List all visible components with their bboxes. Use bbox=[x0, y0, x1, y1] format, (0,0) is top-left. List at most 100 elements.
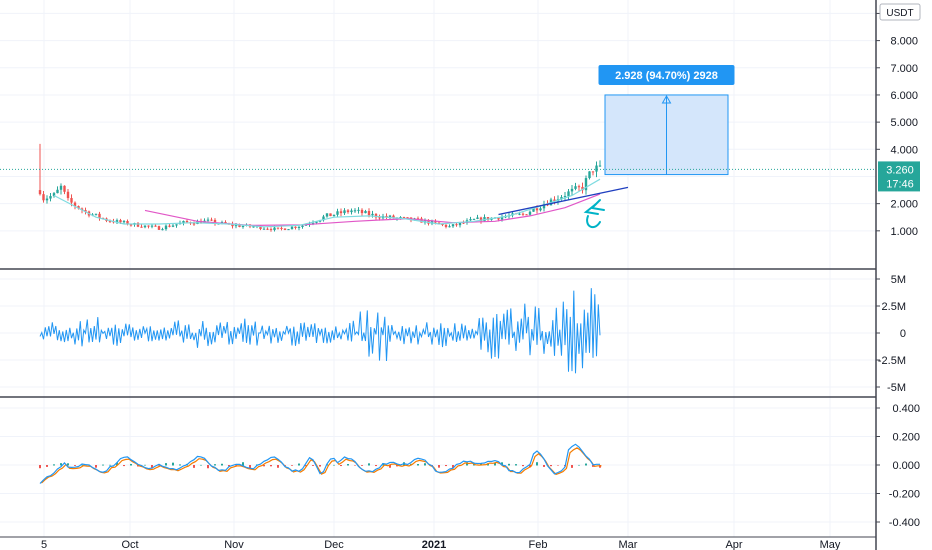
candle-body bbox=[598, 165, 602, 167]
osc-bar bbox=[242, 462, 244, 466]
candle-body bbox=[311, 222, 315, 224]
oscillator-histogram bbox=[39, 462, 601, 469]
candle-body bbox=[469, 219, 472, 221]
candle-body bbox=[329, 213, 332, 217]
osc-bar bbox=[396, 465, 398, 467]
osc-bar bbox=[592, 465, 594, 467]
osc-bar bbox=[277, 465, 279, 468]
candle-body bbox=[360, 209, 364, 214]
candle-body bbox=[199, 220, 203, 224]
measure-tool[interactable]: 2.928 (94.70%) 2928 bbox=[598, 64, 735, 176]
currency-badge[interactable]: USDT bbox=[879, 3, 921, 21]
annotation-stroke bbox=[589, 199, 605, 211]
candle-body bbox=[168, 225, 171, 227]
osc-bar bbox=[312, 465, 314, 466]
osc-bar bbox=[305, 465, 307, 467]
candle-body bbox=[476, 217, 479, 219]
volume-tick-label: -2.5M bbox=[878, 355, 906, 367]
trend-line[interactable] bbox=[498, 186, 629, 216]
osc-bar bbox=[179, 464, 181, 466]
osc-bar bbox=[550, 465, 552, 467]
osc-tick-label: -0.200 bbox=[889, 489, 920, 501]
candle-body bbox=[56, 189, 59, 194]
candle-body bbox=[252, 226, 255, 228]
osc-bar bbox=[466, 462, 468, 466]
candle-body bbox=[448, 226, 451, 228]
osc-bar bbox=[368, 463, 370, 466]
time-tick-label: Dec bbox=[324, 539, 344, 550]
candle-body bbox=[322, 216, 325, 221]
candle-body bbox=[500, 217, 504, 220]
osc-bar bbox=[109, 464, 111, 466]
candle-body bbox=[164, 225, 168, 230]
candle-body bbox=[154, 225, 157, 227]
candle-body bbox=[213, 219, 217, 224]
time-tick-label: Apr bbox=[725, 539, 742, 550]
candle-body bbox=[73, 202, 77, 207]
osc-bar bbox=[452, 465, 454, 469]
osc-bar bbox=[585, 463, 587, 466]
candle-body bbox=[175, 224, 178, 226]
osc-bar bbox=[557, 465, 559, 466]
candle-body bbox=[119, 220, 122, 223]
oscillator-pane[interactable] bbox=[39, 443, 602, 484]
candle-body bbox=[353, 210, 357, 212]
candle-body bbox=[584, 178, 588, 191]
candle-body bbox=[126, 221, 129, 225]
price-tick-label: 6.000 bbox=[890, 90, 918, 102]
candle-body bbox=[49, 196, 52, 199]
candle-body bbox=[52, 193, 56, 197]
osc-bar bbox=[39, 465, 41, 469]
osc-bar bbox=[543, 465, 545, 467]
candle-body bbox=[570, 188, 574, 192]
candle-body bbox=[518, 213, 521, 215]
candle-body bbox=[161, 229, 164, 231]
osc-bar bbox=[221, 463, 223, 466]
last-price-value: 3.260 bbox=[886, 164, 914, 176]
volume-tick-label: 5M bbox=[891, 274, 906, 286]
candle-body bbox=[210, 219, 213, 221]
volume-pane[interactable] bbox=[39, 288, 601, 374]
candle-body bbox=[420, 218, 423, 223]
candle-body bbox=[115, 220, 119, 223]
candle-body bbox=[182, 220, 185, 223]
osc-bar bbox=[74, 465, 76, 466]
osc-bar bbox=[536, 462, 538, 466]
candle-body bbox=[266, 228, 269, 230]
osc-bar bbox=[46, 465, 48, 467]
candle-body bbox=[143, 225, 147, 228]
osc-bar bbox=[60, 463, 62, 466]
price-tick-label: 4.000 bbox=[890, 144, 918, 156]
candle-body bbox=[276, 227, 280, 229]
candle-body bbox=[185, 220, 189, 223]
candle-body bbox=[542, 204, 546, 209]
candle-body bbox=[129, 224, 133, 226]
candles-group bbox=[38, 143, 602, 232]
osc-bar bbox=[130, 463, 132, 466]
osc-bar bbox=[389, 465, 391, 468]
candle-body bbox=[455, 224, 458, 226]
osc-bar bbox=[235, 465, 237, 466]
price-tick-label: 7.000 bbox=[890, 63, 918, 75]
candle-body bbox=[472, 218, 476, 220]
candle-body bbox=[374, 213, 378, 218]
osc-bar bbox=[319, 465, 321, 467]
candle-body bbox=[238, 225, 241, 227]
candle-body bbox=[539, 208, 542, 211]
candle-body bbox=[532, 208, 535, 212]
time-tick-label: 2021 bbox=[422, 539, 446, 550]
hand-drawn-arrow-annotation[interactable] bbox=[583, 199, 605, 229]
price-pane[interactable]: 2.928 (94.70%) 2928 bbox=[0, 64, 876, 232]
osc-bar bbox=[333, 464, 335, 466]
candle-body bbox=[343, 210, 346, 214]
osc-bar bbox=[438, 465, 440, 468]
osc-bar bbox=[424, 463, 426, 466]
candle-body bbox=[528, 211, 532, 215]
price-axis[interactable]: 9.0008.0007.0006.0005.0004.0002.0001.000… bbox=[876, 8, 920, 529]
pane-separators bbox=[0, 0, 877, 550]
candle-body bbox=[38, 190, 42, 195]
candle-body bbox=[140, 226, 143, 228]
candle-body bbox=[192, 223, 196, 225]
time-axis[interactable]: 5 Oct Nov Dec 2021 Feb Mar Apr May bbox=[41, 539, 841, 550]
candle-body bbox=[577, 186, 581, 188]
